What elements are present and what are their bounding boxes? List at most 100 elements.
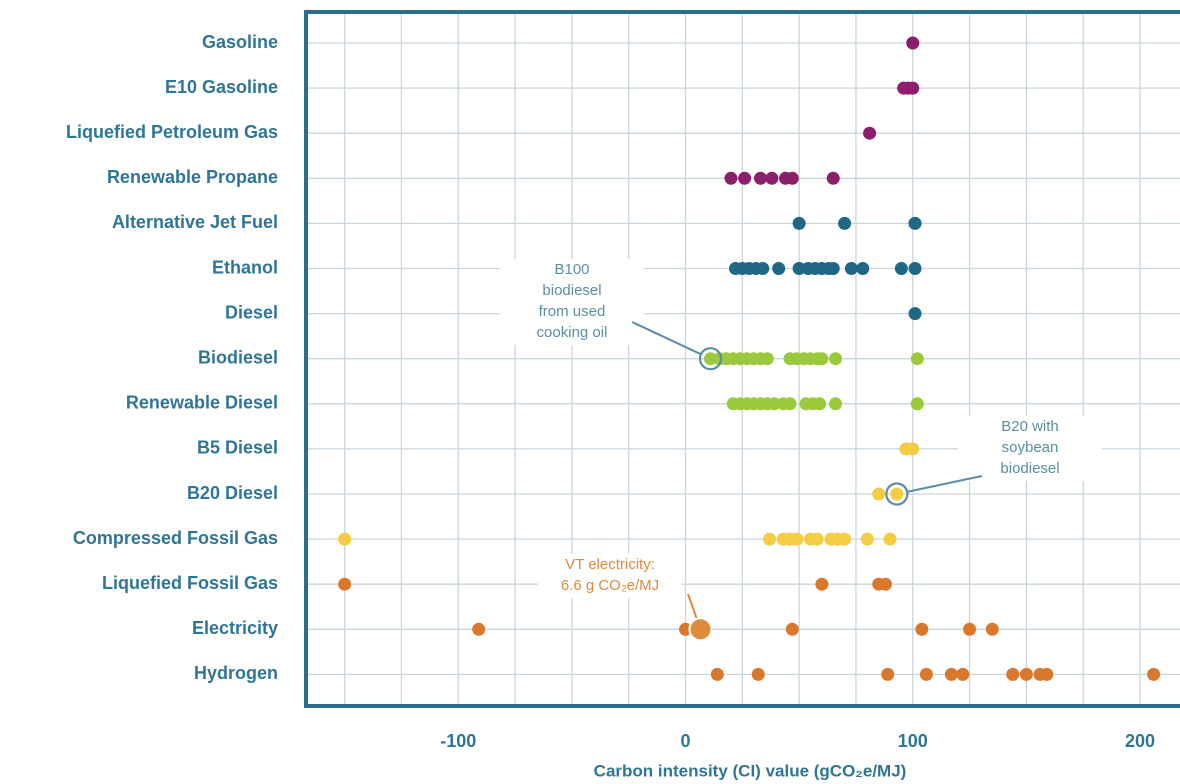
dot (760, 352, 774, 366)
dot (767, 397, 781, 411)
highlight (688, 617, 713, 642)
dot (828, 352, 842, 366)
category-label: Alternative Jet Fuel (112, 212, 278, 232)
annotation-text: B20 with (1001, 418, 1059, 435)
dot (763, 532, 777, 546)
dot (985, 622, 999, 636)
dot (863, 126, 877, 140)
category-label: Compressed Fossil Gas (73, 528, 278, 548)
dot (785, 171, 799, 185)
annotation-background (958, 416, 1102, 481)
dot (772, 262, 786, 275)
dot (944, 667, 958, 681)
dot (756, 262, 770, 275)
annotation-text: biodiesel (1000, 460, 1059, 477)
annotation-text: B100 (554, 261, 589, 278)
dot (908, 216, 922, 230)
plot-frame (304, 10, 1180, 708)
dot (890, 487, 904, 501)
dot (856, 262, 870, 275)
annotation-text: 6.6 g CO₂e/MJ (561, 577, 659, 594)
dot (963, 622, 977, 636)
dot (1006, 667, 1020, 681)
dot (919, 667, 933, 681)
annotation-background (500, 259, 644, 345)
x-tick-label: 0 (680, 731, 690, 751)
category-label: Renewable Propane (107, 167, 278, 187)
dot (908, 262, 922, 275)
dot (838, 532, 852, 546)
dot (844, 262, 858, 275)
dot (338, 532, 352, 546)
dot (810, 532, 824, 546)
dot (910, 352, 924, 366)
category-label: E10 Gasoline (165, 77, 278, 97)
highlight (698, 347, 723, 371)
x-tick-label: 200 (1125, 731, 1155, 751)
category-label: Hydrogen (194, 663, 278, 683)
annotation-leader (907, 475, 983, 493)
dot (838, 216, 852, 230)
dot (894, 262, 908, 275)
dot (792, 262, 806, 275)
dot (881, 667, 895, 681)
annotation-text: VT electricity: (565, 556, 655, 573)
dot (338, 577, 352, 591)
category-label: Electricity (192, 618, 278, 638)
dot (906, 36, 920, 50)
dot (1147, 667, 1161, 681)
dot (765, 171, 779, 185)
dot (815, 577, 829, 591)
dot (906, 442, 920, 456)
dot (826, 171, 840, 185)
dot (704, 352, 718, 366)
category-label: Biodiesel (198, 347, 278, 367)
dot (872, 487, 886, 501)
annotation-text: soybean (1002, 439, 1059, 456)
category-label: Liquefied Fossil Gas (102, 573, 278, 593)
dot (792, 216, 806, 230)
dot (790, 532, 804, 546)
dot (878, 577, 892, 591)
dot (815, 352, 829, 366)
dot (826, 262, 840, 275)
annotation-text: from used (539, 303, 606, 320)
dot (751, 667, 765, 681)
dot (915, 622, 929, 636)
dot (910, 397, 924, 411)
dot (1040, 667, 1054, 681)
category-label: B20 Diesel (187, 483, 278, 503)
dot (813, 397, 827, 411)
category-label: Liquefied Petroleum Gas (66, 122, 278, 142)
dot (724, 171, 738, 185)
dot (783, 397, 797, 411)
category-label: Ethanol (212, 257, 278, 277)
dot (860, 532, 874, 546)
dot (883, 532, 897, 546)
dot (738, 171, 752, 185)
dot (956, 667, 970, 681)
highlight (885, 482, 909, 506)
dot (679, 622, 693, 636)
annotation-text: cooking oil (537, 324, 608, 341)
x-tick-label: -100 (440, 731, 476, 751)
dot (1019, 667, 1033, 681)
annotation-leader (687, 593, 698, 620)
dot (710, 667, 724, 681)
annotation-text: biodiesel (542, 282, 601, 299)
annotation-leader (631, 321, 701, 355)
category-label: Diesel (225, 302, 278, 322)
dot (785, 622, 799, 636)
annotation-background (538, 554, 682, 598)
dot (472, 622, 486, 636)
dot (828, 397, 842, 411)
dot (906, 81, 920, 95)
category-label: Gasoline (202, 32, 278, 52)
category-label: Renewable Diesel (126, 393, 278, 413)
category-label: B5 Diesel (197, 438, 278, 458)
dot (753, 171, 767, 185)
x-tick-label: 100 (898, 731, 928, 751)
dot (908, 307, 922, 321)
x-axis-label: Carbon intensity (CI) value (gCO₂e/MJ) (594, 761, 907, 780)
